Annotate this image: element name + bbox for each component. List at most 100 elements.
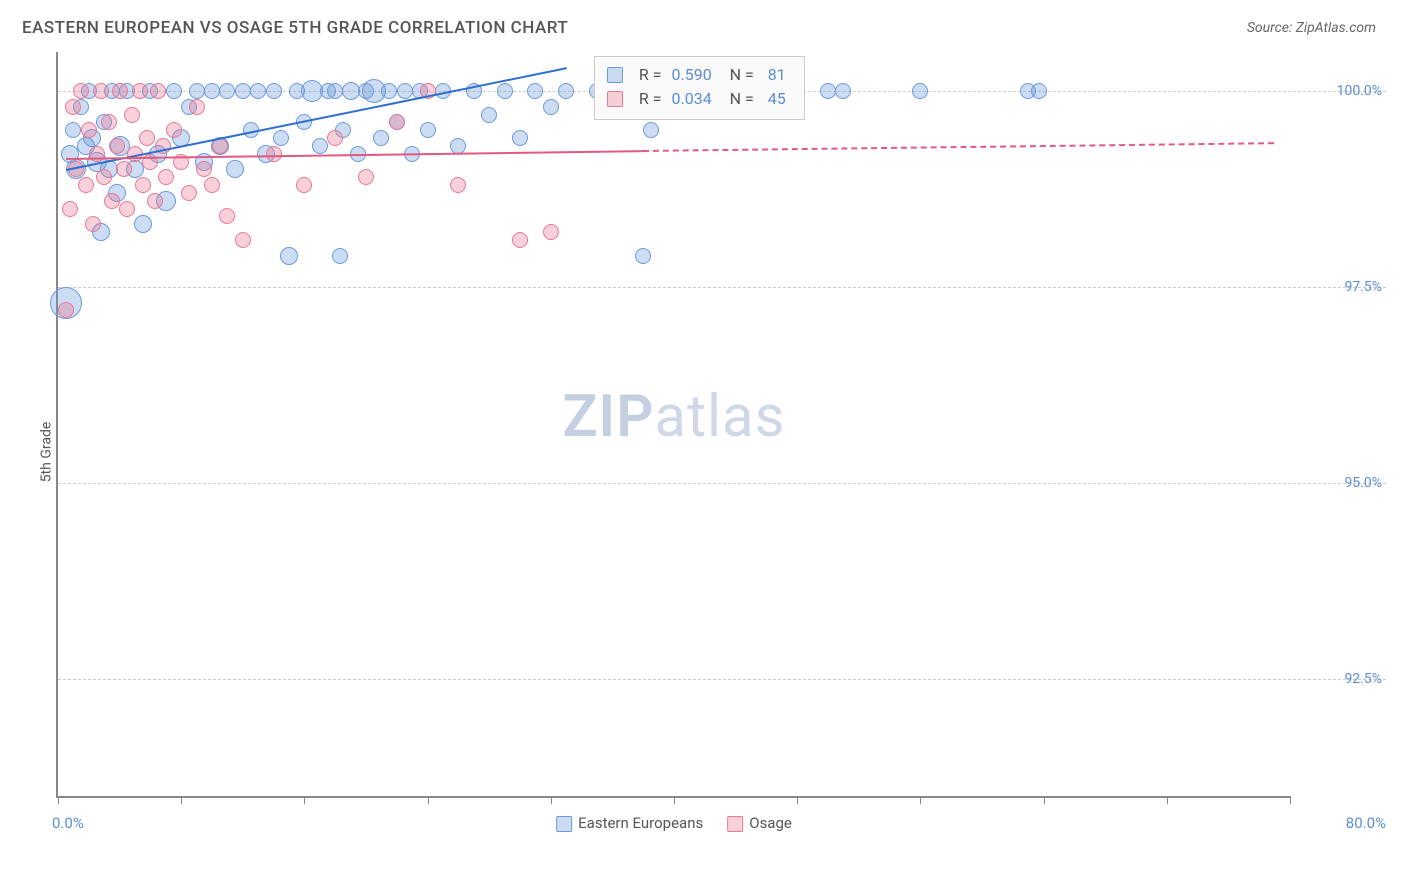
data-point <box>58 302 74 318</box>
data-point <box>273 130 289 146</box>
x-tick <box>428 796 429 804</box>
x-tick <box>551 796 552 804</box>
data-point <box>124 107 140 123</box>
data-point <box>189 99 205 115</box>
data-point <box>150 83 166 99</box>
stats-row: R =0.590 N = 81 <box>607 63 786 87</box>
data-point <box>109 138 125 154</box>
source-label: Source: ZipAtlas.com <box>1247 20 1376 36</box>
trend-line <box>643 142 1274 152</box>
gridline <box>58 679 1386 680</box>
data-point <box>543 224 559 240</box>
data-point <box>332 248 348 264</box>
data-point <box>134 215 152 233</box>
gridline <box>58 483 1386 484</box>
data-point <box>116 161 132 177</box>
x-max-label: 80.0% <box>1346 814 1386 832</box>
x-tick <box>920 796 921 804</box>
data-point <box>119 201 135 217</box>
data-point <box>132 83 148 99</box>
data-point <box>204 177 220 193</box>
legend-item: Eastern Europeans <box>556 814 703 832</box>
x-tick <box>797 796 798 804</box>
stats-legend: R =0.590 N = 81R =0.034 N = 45 <box>594 56 805 120</box>
data-point <box>450 177 466 193</box>
data-point <box>226 160 244 178</box>
y-tick-label: 100.0% <box>1337 83 1382 99</box>
data-point <box>196 161 212 177</box>
data-point <box>381 83 397 99</box>
data-point <box>512 232 528 248</box>
data-point <box>450 138 466 154</box>
x-tick <box>674 796 675 804</box>
x-tick <box>304 796 305 804</box>
data-point <box>204 83 220 99</box>
data-point <box>73 83 89 99</box>
data-point <box>112 83 128 99</box>
x-tick <box>181 796 182 804</box>
data-point <box>135 177 151 193</box>
data-point <box>219 208 235 224</box>
data-point <box>147 193 163 209</box>
data-point <box>342 82 360 100</box>
x-tick <box>1167 796 1168 804</box>
data-point <box>543 99 559 115</box>
x-min-label: 0.0% <box>52 814 84 832</box>
data-point <box>166 83 182 99</box>
data-point <box>312 138 328 154</box>
chart-container: 5th Grade ZIPatlas 92.5%95.0%97.5%100.0%… <box>22 52 1386 852</box>
data-point <box>104 193 120 209</box>
x-tick <box>58 796 59 804</box>
data-point <box>820 83 836 99</box>
data-point <box>481 107 497 123</box>
data-point <box>358 169 374 185</box>
data-point <box>166 122 182 138</box>
legend-item: Osage <box>727 814 792 832</box>
data-point <box>139 130 155 146</box>
data-point <box>81 122 97 138</box>
data-point <box>296 177 312 193</box>
data-point <box>835 83 851 99</box>
data-point <box>527 83 543 99</box>
data-point <box>266 83 282 99</box>
data-point <box>158 169 174 185</box>
data-point <box>389 114 405 130</box>
data-point <box>635 248 651 264</box>
data-point <box>235 232 251 248</box>
data-point <box>65 99 81 115</box>
data-point <box>373 130 389 146</box>
data-point <box>96 169 112 185</box>
data-point <box>497 83 513 99</box>
data-point <box>189 83 205 99</box>
data-point <box>235 83 251 99</box>
y-axis-label: 5th Grade <box>38 422 54 483</box>
data-point <box>912 83 928 99</box>
data-point <box>1031 83 1047 99</box>
data-point <box>327 130 343 146</box>
data-point <box>420 122 436 138</box>
watermark: ZIPatlas <box>562 383 785 451</box>
y-tick-label: 97.5% <box>1344 279 1382 295</box>
chart-title: EASTERN EUROPEAN VS OSAGE 5TH GRADE CORR… <box>22 18 568 38</box>
gridline <box>58 287 1386 288</box>
data-point <box>643 122 659 138</box>
plot-area: ZIPatlas 92.5%95.0%97.5%100.0%0.0%80.0%R… <box>56 52 1290 798</box>
data-point <box>397 83 413 99</box>
bottom-legend: Eastern Europeans Osage <box>556 814 792 832</box>
data-point <box>181 185 197 201</box>
y-tick-label: 95.0% <box>1344 475 1382 491</box>
stats-row: R =0.034 N = 45 <box>607 87 786 111</box>
data-point <box>219 83 235 99</box>
x-tick <box>1290 796 1291 804</box>
data-point <box>250 83 266 99</box>
data-point <box>280 247 298 265</box>
y-tick-label: 92.5% <box>1344 671 1382 687</box>
x-tick <box>1044 796 1045 804</box>
data-point <box>65 122 81 138</box>
data-point <box>85 216 101 232</box>
data-point <box>62 201 78 217</box>
data-point <box>558 83 574 99</box>
data-point <box>78 177 94 193</box>
data-point <box>101 114 117 130</box>
data-point <box>93 83 109 99</box>
